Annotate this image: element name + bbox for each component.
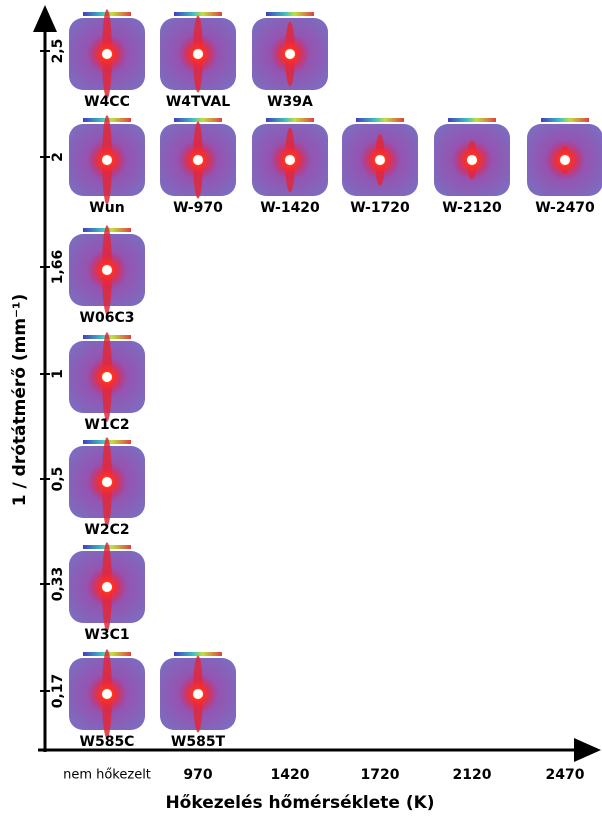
panel-label: W585T <box>171 734 226 750</box>
beamstop <box>102 49 112 59</box>
x-tick-label: 2470 <box>546 767 585 783</box>
pattern-image <box>252 12 328 90</box>
y-tick-label: 1,66 <box>50 250 66 285</box>
panel-label: W4TVAL <box>166 94 230 110</box>
panel-label: W-2120 <box>442 200 502 216</box>
y-tick-label: 0,17 <box>50 674 66 709</box>
panel-label: W3C1 <box>84 627 129 643</box>
beamstop <box>102 477 112 487</box>
panel-label: W1C2 <box>84 417 129 433</box>
beamstop <box>102 689 112 699</box>
colorbar <box>356 118 404 122</box>
beamstop <box>193 155 203 165</box>
panel-label: Wun <box>89 200 124 216</box>
beamstop <box>102 155 112 165</box>
panel-label: W2C2 <box>84 522 129 538</box>
x-tick-label: 970 <box>183 767 212 783</box>
pattern-image <box>160 652 236 733</box>
panel-label: W-1420 <box>260 200 320 216</box>
y-tick-label: 2,5 <box>50 39 66 64</box>
colorbar <box>541 118 589 122</box>
x-tick-label: 1420 <box>271 767 310 783</box>
colorbar <box>174 12 222 16</box>
y-tick-label: 0,5 <box>50 467 66 492</box>
y-axis-title: 1 / drótátmérő (mm⁻¹) <box>10 294 30 506</box>
beamstop <box>102 372 112 382</box>
panel-label: W-970 <box>173 200 223 216</box>
colorbar <box>174 652 222 656</box>
beamstop <box>467 155 477 165</box>
grid: nem hőkezelt 970 1420 1720 2120 2470 2,5 W4CC W4… <box>40 9 602 783</box>
colorbar <box>266 12 314 16</box>
beamstop <box>193 49 203 59</box>
beamstop <box>102 582 112 592</box>
pattern-image <box>69 542 145 632</box>
beamstop <box>560 155 570 165</box>
pattern-image <box>69 437 145 527</box>
y-tick-label: 0,33 <box>50 567 66 602</box>
pattern-image <box>160 12 236 93</box>
y-tick-label: 2 <box>50 152 66 162</box>
colorbar <box>266 118 314 122</box>
colorbar <box>448 118 496 122</box>
panel-label: W39A <box>267 94 313 110</box>
pattern-image <box>69 649 145 739</box>
beamstop <box>285 155 295 165</box>
x-axis-title: Hőkezelés hőmérséklete (K) <box>165 793 434 813</box>
pattern-image <box>160 118 236 199</box>
pattern-image <box>527 118 602 196</box>
panel-label: W4CC <box>84 94 130 110</box>
pattern-image <box>69 115 145 205</box>
panel-label: W585C <box>80 734 135 750</box>
pattern-image <box>69 225 145 315</box>
x-tick-label: nem hőkezelt <box>63 768 151 783</box>
colorbar <box>174 118 222 122</box>
panel-label: W06C3 <box>80 310 135 326</box>
pattern-image <box>252 118 328 196</box>
beamstop <box>193 689 203 699</box>
pattern-image <box>69 332 145 422</box>
panel-label: W-1720 <box>350 200 410 216</box>
pattern-image <box>342 118 418 196</box>
y-tick-label: 1 <box>50 369 66 379</box>
pattern-image <box>69 9 145 99</box>
beamstop <box>102 265 112 275</box>
beamstop <box>375 155 385 165</box>
pattern-image <box>434 118 510 196</box>
panel-label: W-2470 <box>535 200 595 216</box>
x-tick-label: 2120 <box>453 767 492 783</box>
beamstop <box>285 49 295 59</box>
x-tick-label: 1720 <box>361 767 400 783</box>
